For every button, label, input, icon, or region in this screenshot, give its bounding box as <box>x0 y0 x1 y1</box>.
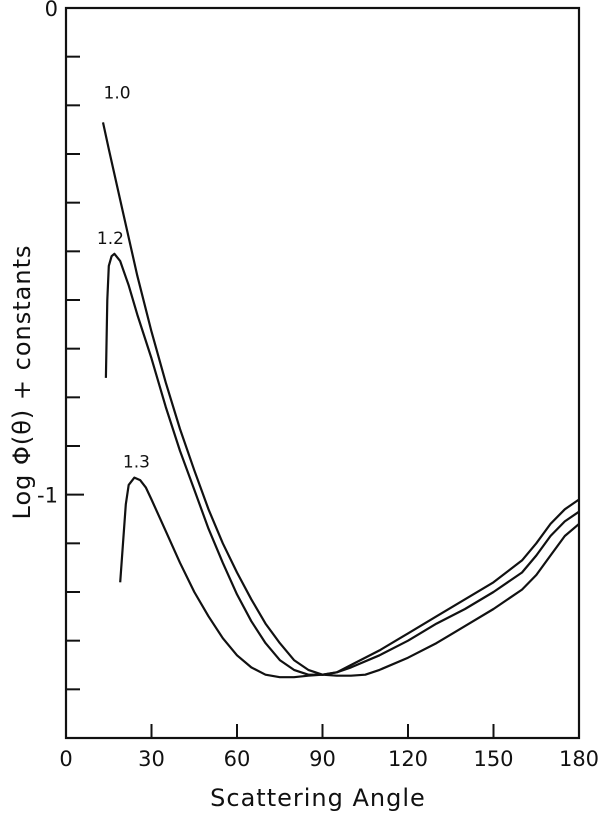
series-label: 1.2 <box>97 229 124 249</box>
tick-labels: 0 30 60 90 120 150 180 0 -1 <box>37 0 599 771</box>
y-axis-label: Log Φ(θ) + constants <box>8 245 36 520</box>
x-axis-label: Scattering Angle <box>210 784 426 812</box>
series-label: 1.3 <box>123 453 150 473</box>
x-tick-label: 120 <box>388 747 428 771</box>
x-tick-label: 90 <box>309 747 336 771</box>
x-tick-label: 30 <box>138 747 165 771</box>
x-tick-label: 180 <box>559 747 599 771</box>
series-labels: 1.0 1.2 1.3 <box>97 83 150 472</box>
series-curves <box>101 122 580 679</box>
x-tick-label: 0 <box>59 747 72 771</box>
y-tick-label: -1 <box>37 484 58 508</box>
y-tick-label: 0 <box>45 0 58 21</box>
series-line-1-0 <box>101 122 580 676</box>
series-label: 1.0 <box>104 83 131 103</box>
axis-ticks <box>65 7 580 739</box>
x-tick-label: 60 <box>224 747 251 771</box>
x-tick-label: 150 <box>473 747 513 771</box>
series-line-1-2 <box>104 252 580 676</box>
plot-border <box>64 6 581 740</box>
series-line-1-3 <box>119 476 580 679</box>
plot-frame <box>64 6 581 740</box>
